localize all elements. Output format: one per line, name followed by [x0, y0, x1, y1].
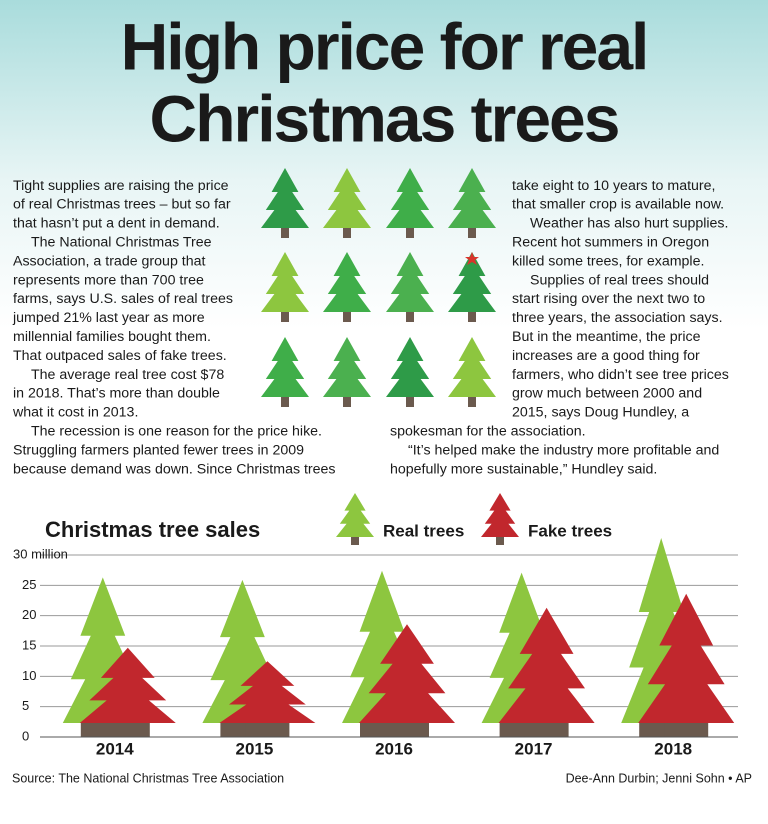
tree-icon — [448, 337, 496, 397]
icon-trunk — [468, 397, 476, 407]
article-line: That outpaced sales of fake trees. — [13, 348, 227, 364]
article-line: that hasn’t put a dent in demand. — [13, 216, 220, 232]
x-tick-label: 2017 — [515, 739, 553, 758]
icon-trunk — [343, 312, 351, 322]
legend-label: Real trees — [383, 521, 464, 540]
article-line: increases are a good thing for — [512, 348, 700, 364]
tree-icon — [261, 168, 309, 228]
tree-icon — [386, 337, 434, 397]
title: High price for real — [121, 9, 648, 83]
icon-star — [465, 252, 479, 265]
article-line: spokesman for the association. — [390, 423, 586, 439]
tree-icon — [386, 252, 434, 312]
y-tick-label: 10 — [22, 668, 36, 683]
article-line: The recession is one reason for the pric… — [31, 423, 322, 439]
article-line: because demand was down. Since Christmas… — [13, 461, 336, 477]
article-line: millennial families bought them. — [13, 329, 211, 345]
tree-icon — [261, 252, 309, 312]
y-tick-label: 25 — [22, 577, 36, 592]
article-line: 2015, says Doug Hundley, a — [512, 405, 689, 421]
article-line: of real Christmas trees – but so far — [13, 197, 231, 213]
article-line: Supplies of real trees should — [530, 272, 709, 288]
icon-trunk — [406, 397, 414, 407]
y-tick-label: 15 — [22, 637, 36, 652]
y-tick-label: 0 — [22, 728, 29, 743]
tree-icon — [261, 337, 309, 397]
article-line: that smaller crop is available now. — [512, 197, 724, 213]
article-line: Weather has also hurt supplies. — [530, 216, 728, 232]
tree-icon — [386, 168, 434, 228]
article-line: grow much between 2000 and — [512, 386, 702, 402]
y-tick-label: 5 — [22, 698, 29, 713]
icon-trunk — [468, 228, 476, 238]
article-line: three years, the association says. — [512, 310, 723, 326]
x-tick-label: 2016 — [375, 739, 413, 758]
icon-trunk — [406, 228, 414, 238]
tree-icon — [448, 168, 496, 228]
article-line: represents more than 700 tree — [13, 272, 204, 288]
tree-bar — [79, 647, 176, 723]
tree-icon — [448, 252, 496, 312]
article-line: hopefully more sustainable,” Hundley sai… — [390, 461, 657, 477]
legend-swatch — [336, 493, 374, 537]
x-tick-label: 2018 — [654, 739, 692, 758]
tree-icon — [323, 337, 371, 397]
tree-icon — [323, 252, 371, 312]
article-line: Recent hot summers in Oregon — [512, 234, 709, 250]
article-line: The average real tree cost $78 — [31, 367, 224, 383]
tree-icon — [323, 168, 371, 228]
x-tick-label: 2014 — [96, 739, 134, 758]
article-line: jumped 21% last year as more — [12, 310, 205, 326]
chart-title: Christmas tree sales — [45, 517, 260, 542]
icon-trunk — [406, 312, 414, 322]
icon-trunk — [343, 397, 351, 407]
icon-trunk — [281, 312, 289, 322]
tree-bar — [219, 661, 316, 723]
title: Christmas trees — [150, 81, 619, 155]
article-line: Struggling farmers planted fewer trees i… — [13, 442, 304, 458]
article-line: farmers, who didn’t see tree prices — [512, 367, 729, 383]
legend-trunk — [351, 536, 359, 545]
article-line: start rising over the next two to — [512, 291, 705, 307]
icon-trunk — [343, 228, 351, 238]
article-line: take eight to 10 years to mature, — [512, 178, 715, 194]
y-tick-label: 20 — [22, 607, 36, 622]
legend-trunk — [496, 536, 504, 545]
y-tick-label: 30 million — [13, 546, 68, 561]
icon-trunk — [468, 312, 476, 322]
source: Source: The National Christmas Tree Asso… — [12, 771, 284, 785]
tree-bar — [359, 624, 455, 723]
article-line: killed some trees, for example. — [512, 253, 704, 269]
tree-bar — [638, 593, 735, 723]
article-line: But in the meantime, the price — [512, 329, 701, 345]
article-line: Association, a trade group that — [13, 253, 205, 269]
legend-swatch — [481, 493, 519, 537]
article-line: what it cost in 2013. — [12, 405, 138, 421]
article-line: farms, says U.S. sales of real trees — [13, 291, 233, 307]
credit: Dee-Ann Durbin; Jenni Sohn • AP — [566, 771, 752, 785]
article-line: in 2018. That’s more than double — [13, 386, 220, 402]
legend-label: Fake trees — [528, 521, 612, 540]
icon-trunk — [281, 397, 289, 407]
article-line: Tight supplies are raising the price — [13, 178, 229, 194]
icon-trunk — [281, 228, 289, 238]
tree-bar — [498, 607, 595, 723]
article-line: The National Christmas Tree — [31, 234, 212, 250]
x-tick-label: 2015 — [235, 739, 273, 758]
article-line: “It’s helped make the industry more prof… — [408, 442, 719, 458]
